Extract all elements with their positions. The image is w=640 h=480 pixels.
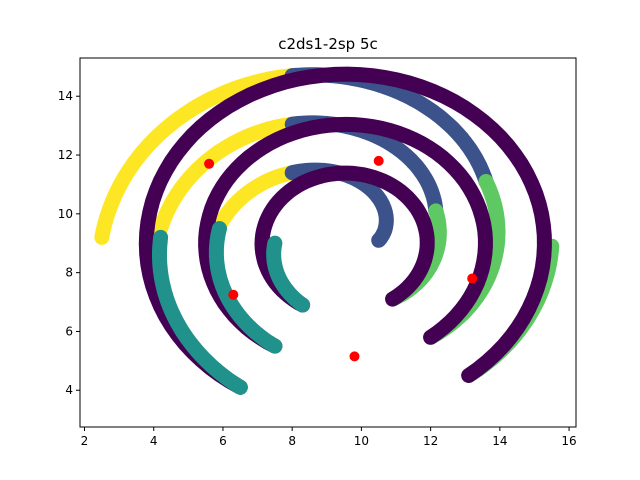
chart-title: c2ds1-2sp 5c (278, 35, 378, 53)
cluster-5-arc-1 (152, 229, 248, 395)
y-tick-label: 6 (65, 324, 73, 338)
centroid-point-2 (373, 155, 384, 166)
cluster-4-arc-1 (138, 66, 552, 395)
y-tick-label: 4 (65, 383, 73, 397)
centroid-point-1 (204, 158, 215, 169)
x-tick-label: 2 (81, 434, 89, 448)
x-axis: 2 4 6 8 10 12 14 16 (81, 427, 577, 448)
y-tick-label: 14 (58, 89, 73, 103)
x-tick-label: 14 (492, 434, 507, 448)
y-tick-label: 8 (65, 266, 73, 280)
cluster-4-arc-3 (254, 165, 435, 313)
centroid-point-4 (228, 289, 239, 300)
y-tick-label: 12 (58, 148, 73, 162)
cluster-1-arc-3 (212, 165, 300, 234)
x-tick-label: 12 (423, 434, 438, 448)
cluster-4-arc-2 (198, 116, 493, 354)
plot-frame (79, 57, 577, 428)
x-tick-label: 10 (354, 434, 369, 448)
x-tick-label: 16 (561, 434, 576, 448)
x-tick-label: 4 (150, 434, 158, 448)
cluster-1-arc-1 (94, 68, 300, 245)
y-tick-label: 10 (58, 207, 73, 221)
centroid-points (204, 155, 478, 362)
cluster-5-arc-2 (208, 221, 283, 354)
centroid-point-3 (467, 273, 478, 284)
x-tick-label: 8 (288, 434, 296, 448)
x-tick-label: 6 (219, 434, 227, 448)
y-axis: 4 6 8 10 12 14 (58, 89, 80, 397)
centroid-point-5 (349, 351, 360, 362)
cluster-arcs (94, 66, 560, 395)
cluster-1-arc-2 (153, 116, 300, 236)
cluster-5-arc-3 (266, 235, 311, 313)
